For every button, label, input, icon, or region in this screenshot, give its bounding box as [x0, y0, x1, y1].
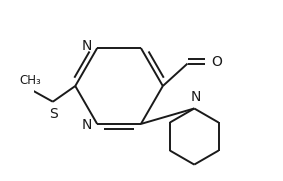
Text: N: N [81, 118, 91, 132]
Text: N: N [191, 90, 201, 104]
Text: O: O [211, 55, 222, 70]
Text: S: S [50, 107, 58, 121]
Text: N: N [81, 39, 91, 53]
Text: CH₃: CH₃ [20, 74, 41, 87]
